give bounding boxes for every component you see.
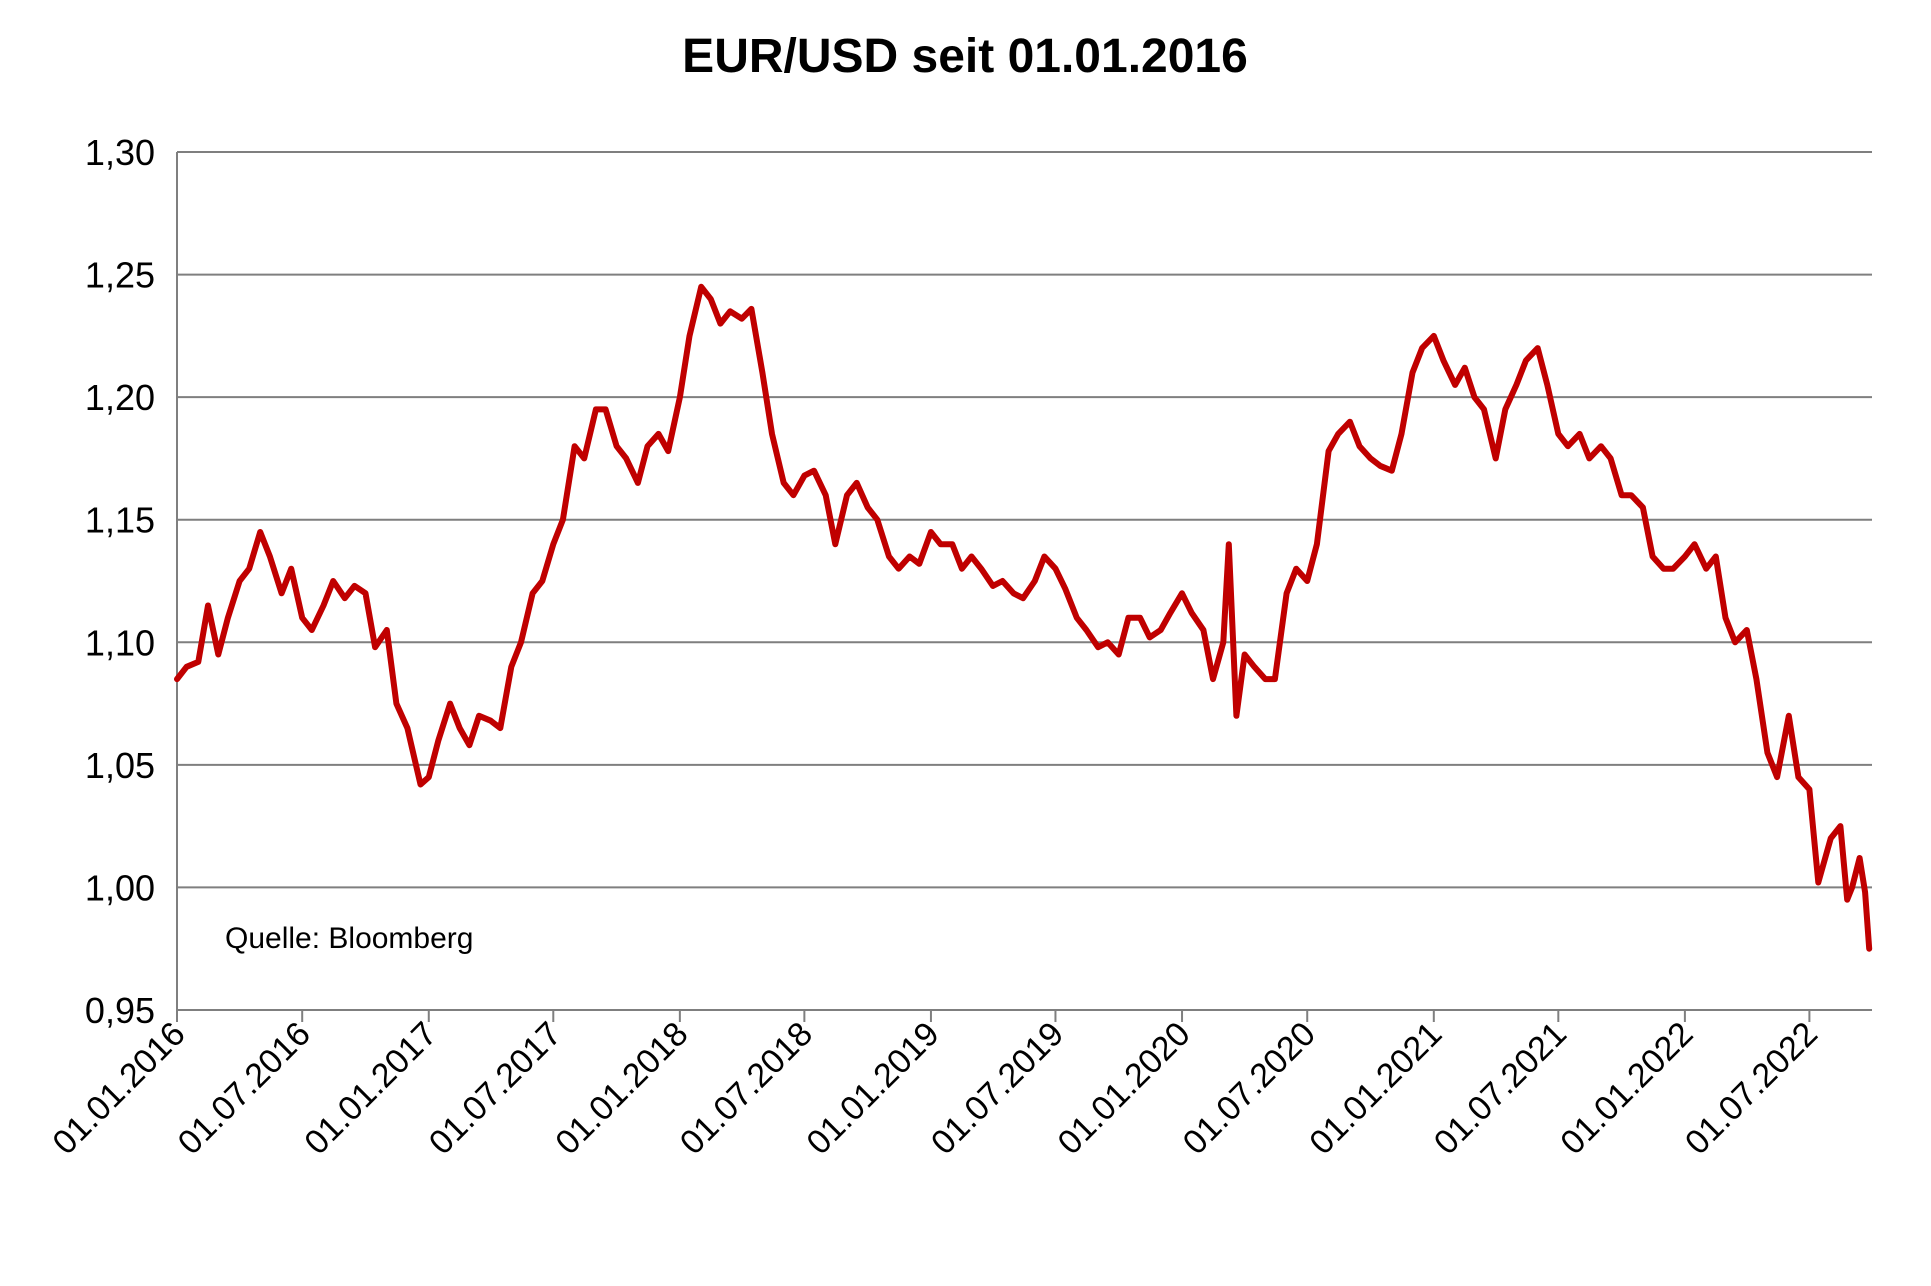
chart-title: EUR/USD seit 01.01.2016: [682, 30, 1248, 83]
y-tick-label: 1,30: [85, 132, 155, 173]
y-tick-label: 1,05: [85, 745, 155, 786]
x-tick-label: 01.01.2022: [1553, 1015, 1700, 1162]
x-tick-labels: 01.01.201601.07.201601.01.201701.07.2017…: [45, 1015, 1825, 1162]
gridlines: [177, 151, 1872, 1011]
x-tick-label: 01.01.2016: [45, 1015, 192, 1162]
x-tick-label: 01.07.2019: [924, 1015, 1071, 1162]
y-tick-label: 0,95: [85, 990, 155, 1031]
x-tick-label: 01.01.2018: [548, 1015, 695, 1162]
x-tick-label: 01.07.2017: [422, 1015, 569, 1162]
y-tick-label: 1,00: [85, 867, 155, 908]
x-tick-label: 01.01.2020: [1050, 1015, 1197, 1162]
series-line-eur-usd: [174, 283, 1873, 952]
y-tick-labels: 0,95 1,00 1,05 1,10 1,15 1,20 1,25 1,30: [85, 132, 155, 1031]
x-tick-label: 01.07.2021: [1427, 1015, 1574, 1162]
x-tick-label: 01.07.2018: [673, 1015, 820, 1162]
y-tick-label: 1,10: [85, 622, 155, 663]
x-tick-label: 01.01.2019: [799, 1015, 946, 1162]
y-tick-label: 1,25: [85, 255, 155, 296]
axes: [176, 152, 1811, 1022]
x-tick-label: 01.07.2022: [1678, 1015, 1825, 1162]
x-tick-label: 01.07.2020: [1176, 1015, 1323, 1162]
x-tick-label: 01.01.2021: [1302, 1015, 1449, 1162]
source-annotation: Quelle: Bloomberg: [225, 922, 473, 955]
y-tick-label: 1,20: [85, 377, 155, 418]
x-tick-label: 01.07.2016: [171, 1015, 318, 1162]
x-tick-label: 01.01.2017: [297, 1015, 444, 1162]
y-tick-label: 1,15: [85, 500, 155, 541]
